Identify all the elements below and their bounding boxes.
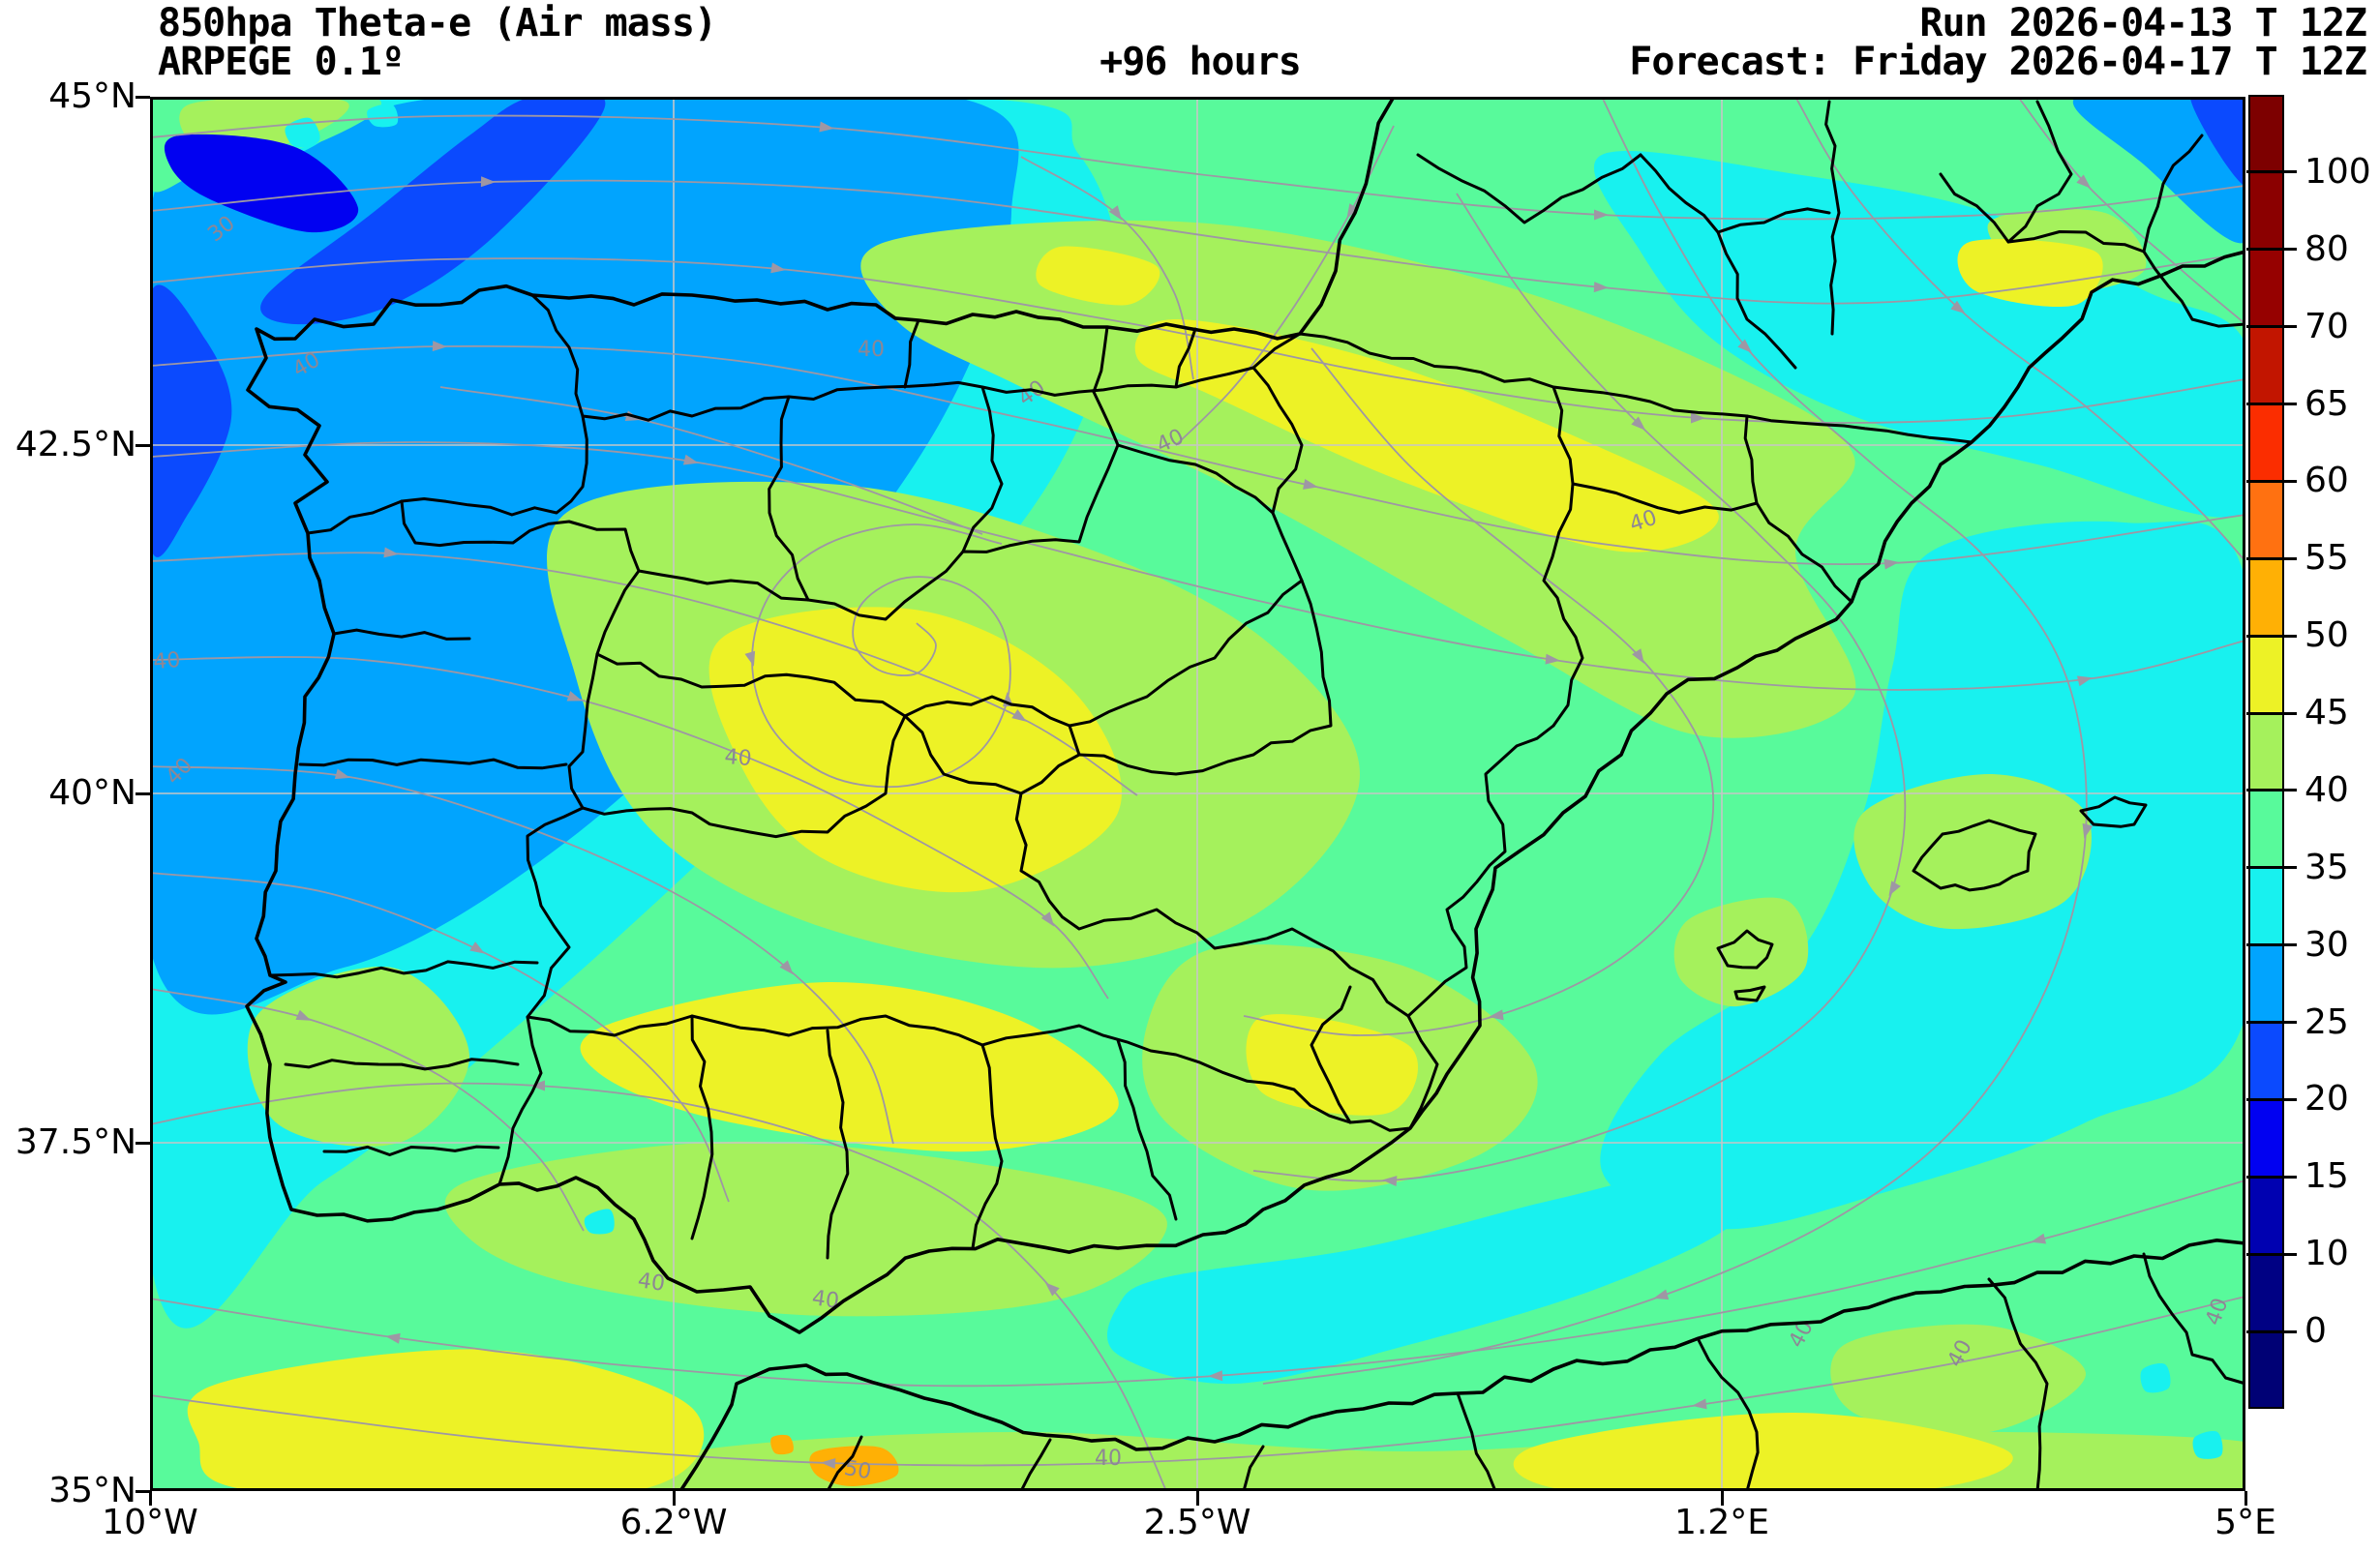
colorbar-segment bbox=[2250, 636, 2282, 714]
colorbar-segment bbox=[2250, 327, 2282, 405]
colorbar-segment bbox=[2250, 97, 2282, 174]
colorbar-label: 45 bbox=[2305, 693, 2349, 733]
y-axis-label: 42.5°N bbox=[15, 425, 136, 464]
colorbar-label: 65 bbox=[2305, 383, 2349, 424]
colorbar-label: 35 bbox=[2305, 847, 2349, 887]
colorbar-label: 50 bbox=[2305, 615, 2349, 656]
colorbar-label: 40 bbox=[2305, 769, 2349, 810]
colorbar-segment bbox=[2250, 251, 2282, 328]
colorbar-label: 15 bbox=[2305, 1156, 2349, 1197]
colorbar bbox=[2248, 95, 2284, 1409]
colorbar-segment bbox=[2250, 173, 2282, 252]
x-axis-label: 2.5°W bbox=[1143, 1503, 1251, 1542]
colorbar-segment bbox=[2250, 1175, 2282, 1253]
y-axis-label: 40°N bbox=[48, 773, 136, 813]
colorbar-segment bbox=[2250, 1252, 2282, 1330]
y-axis-label: 45°N bbox=[48, 76, 136, 116]
contour-label: 40 bbox=[810, 1286, 840, 1314]
run-label: Run 2026-04-13 T 12Z bbox=[1919, 1, 2367, 45]
colorbar-label: 55 bbox=[2305, 538, 2349, 579]
colorbar-segment bbox=[2250, 944, 2282, 1022]
lat-lon-gridlines bbox=[150, 97, 2245, 1491]
country-province-boundaries bbox=[245, 95, 2247, 1493]
map-title: 850hpa Theta-e (Air mass) bbox=[158, 1, 717, 45]
colorbar-segment bbox=[2250, 1021, 2282, 1099]
colorbar-label: 70 bbox=[2305, 306, 2349, 346]
colorbar-segment bbox=[2250, 558, 2282, 637]
y-axis-label: 35°N bbox=[48, 1471, 136, 1510]
x-axis-label: 6.2°W bbox=[619, 1503, 728, 1542]
model-label: ARPEGE 0.1º bbox=[158, 40, 405, 84]
colorbar-label: 0 bbox=[2305, 1311, 2327, 1352]
colorbar-label: 80 bbox=[2305, 228, 2349, 269]
colorbar-segment bbox=[2250, 713, 2282, 791]
colorbar-label: 10 bbox=[2305, 1234, 2349, 1274]
x-axis-label: 5°E bbox=[2214, 1503, 2276, 1542]
colorbar-label: 25 bbox=[2305, 1001, 2349, 1042]
colorbar-segment bbox=[2250, 1329, 2282, 1407]
map-area: 30 40 40 40 40 40 40 40 40 40 40 50 40 40 40 40 bbox=[82, 8, 2380, 1500]
colorbar-label: 20 bbox=[2305, 1079, 2349, 1120]
colorbar-segment bbox=[2250, 404, 2282, 483]
forecast-label: Forecast: Friday 2026-04-17 T 12Z bbox=[1629, 40, 2367, 84]
lead-time-label: +96 hours bbox=[1100, 40, 1302, 84]
contour-label: 40 bbox=[1095, 1447, 1122, 1471]
map-border bbox=[150, 97, 2245, 1491]
colorbar-segment bbox=[2250, 867, 2282, 945]
y-axis-label: 37.5°N bbox=[15, 1122, 136, 1162]
colorbar-segment bbox=[2250, 482, 2282, 559]
x-axis-label: 10°W bbox=[102, 1503, 198, 1542]
contour-label: 50 bbox=[842, 1456, 873, 1484]
colorbar-segment bbox=[2250, 1098, 2282, 1176]
colorbar-label: 30 bbox=[2305, 924, 2349, 965]
colorbar-segment bbox=[2250, 790, 2282, 868]
colorbar-label: 60 bbox=[2305, 461, 2349, 501]
contour-label: 40 bbox=[152, 648, 181, 674]
contour-label: 40 bbox=[636, 1269, 666, 1297]
x-axis-label: 1.2°E bbox=[1674, 1503, 1769, 1542]
contour-label: 40 bbox=[858, 338, 885, 362]
colorbar-label: 100 bbox=[2305, 151, 2371, 192]
contour-label: 40 bbox=[724, 745, 753, 771]
